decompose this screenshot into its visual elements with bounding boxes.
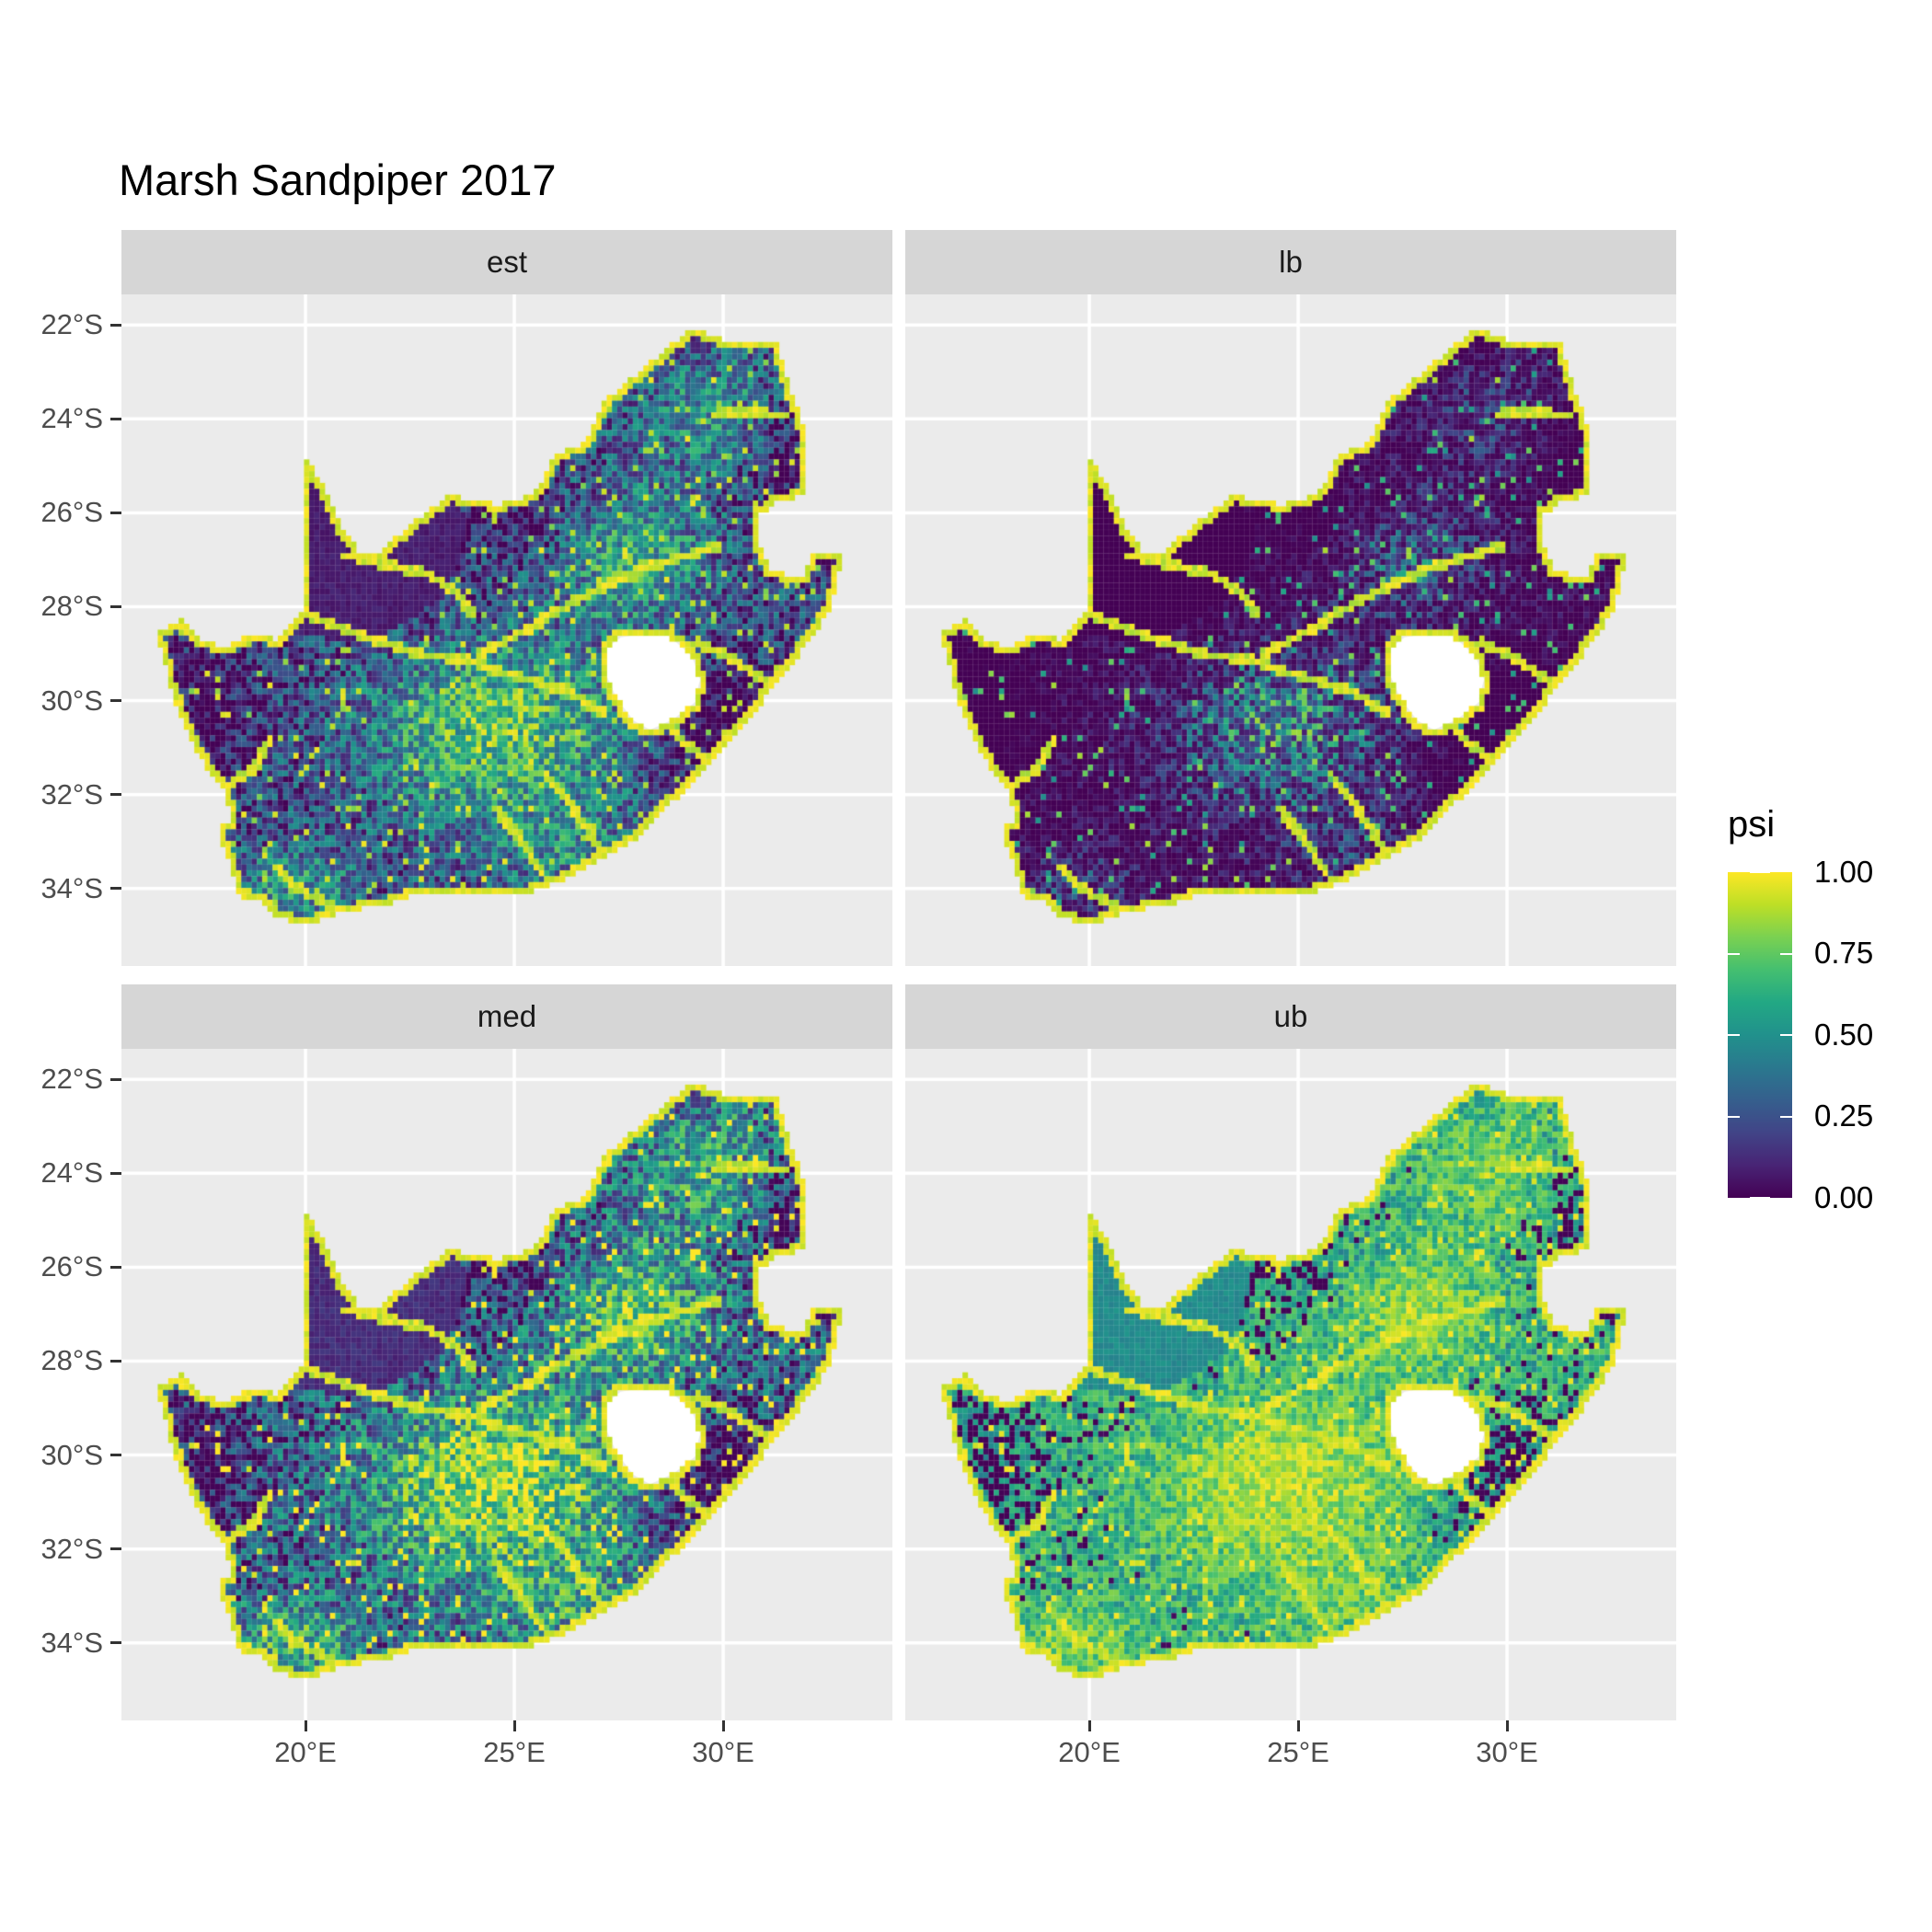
x-axis-tick	[721, 1720, 725, 1731]
x-axis-tick	[1087, 1720, 1091, 1731]
legend-tick-label: 0.25	[1814, 1098, 1874, 1133]
legend-colorbar-tick	[1728, 1115, 1740, 1118]
map-raster-lb	[905, 294, 1676, 966]
map-panel-med	[121, 1049, 892, 1720]
y-tick-label: 28°S	[40, 1344, 103, 1377]
legend-colorbar-tick	[1750, 1197, 1770, 1199]
legend-colorbar-tick	[1728, 1034, 1740, 1036]
y-tick-label: 22°S	[40, 1063, 103, 1096]
legend-tick-label: 0.75	[1814, 936, 1874, 970]
legend-colorbar-tick	[1780, 1115, 1792, 1118]
y-axis-tick	[110, 511, 121, 514]
y-tick-label: 30°S	[40, 684, 103, 717]
legend-tick-label: 0.00	[1814, 1180, 1874, 1214]
y-axis-tick	[110, 1547, 121, 1551]
x-tick-label: 20°E	[274, 1736, 337, 1768]
x-axis-tick	[512, 1720, 516, 1731]
y-axis-tick	[110, 1454, 121, 1457]
y-tick-label: 24°S	[40, 1156, 103, 1190]
map-panel-lb	[905, 294, 1676, 966]
y-tick-label: 32°S	[40, 777, 103, 811]
y-axis-tick	[110, 887, 121, 891]
map-panel-est	[121, 294, 892, 966]
x-tick-label: 20°E	[1058, 1736, 1121, 1768]
y-tick-label: 32°S	[40, 1532, 103, 1565]
y-axis-tick	[110, 1359, 121, 1363]
facet-strip-label: ub	[1273, 999, 1308, 1033]
legend-colorbar-tick	[1728, 952, 1740, 955]
x-axis-tick	[1296, 1720, 1300, 1731]
x-tick-label: 30°E	[1476, 1736, 1538, 1768]
facet-strip-ub: ub	[905, 984, 1676, 1049]
facet-strip-label: lb	[1279, 245, 1303, 279]
legend-colorbar-tick	[1780, 952, 1792, 955]
y-tick-label: 28°S	[40, 590, 103, 623]
map-panel-ub	[905, 1049, 1676, 1720]
y-axis-tick	[110, 699, 121, 703]
y-axis-tick	[110, 1171, 121, 1175]
x-tick-label: 25°E	[483, 1736, 546, 1768]
y-axis-tick	[110, 1641, 121, 1645]
y-axis-tick	[110, 604, 121, 608]
y-tick-label: 22°S	[40, 308, 103, 341]
y-tick-label: 30°S	[40, 1438, 103, 1471]
y-axis-tick	[110, 1077, 121, 1081]
y-axis-tick	[110, 1265, 121, 1269]
map-raster-ub	[905, 1049, 1676, 1720]
facet-strip-est: est	[121, 230, 892, 294]
map-raster-est	[121, 294, 892, 966]
x-axis-tick	[304, 1720, 307, 1731]
y-axis-tick	[110, 793, 121, 797]
map-raster-med	[121, 1049, 892, 1720]
legend-colorbar-tick	[1780, 1034, 1792, 1036]
y-axis-tick	[110, 323, 121, 327]
legend-tick-label: 0.50	[1814, 1018, 1874, 1052]
facet-strip-lb: lb	[905, 230, 1676, 294]
facet-strip-label: med	[477, 999, 537, 1033]
x-tick-label: 25°E	[1267, 1736, 1329, 1768]
y-tick-label: 24°S	[40, 402, 103, 435]
facet-strip-med: med	[121, 984, 892, 1049]
x-axis-tick	[1505, 1720, 1509, 1731]
facet-strip-label: est	[486, 245, 528, 279]
y-tick-label: 26°S	[40, 1250, 103, 1283]
y-axis-tick	[110, 417, 121, 420]
legend-title: psi	[1728, 804, 1776, 845]
legend-tick-label: 1.00	[1814, 855, 1874, 889]
y-tick-label: 26°S	[40, 496, 103, 529]
y-tick-label: 34°S	[40, 871, 103, 904]
page-title: Marsh Sandpiper 2017	[119, 155, 557, 204]
x-tick-label: 30°E	[692, 1736, 754, 1768]
legend-colorbar-tick	[1750, 871, 1770, 873]
y-tick-label: 34°S	[40, 1626, 103, 1659]
